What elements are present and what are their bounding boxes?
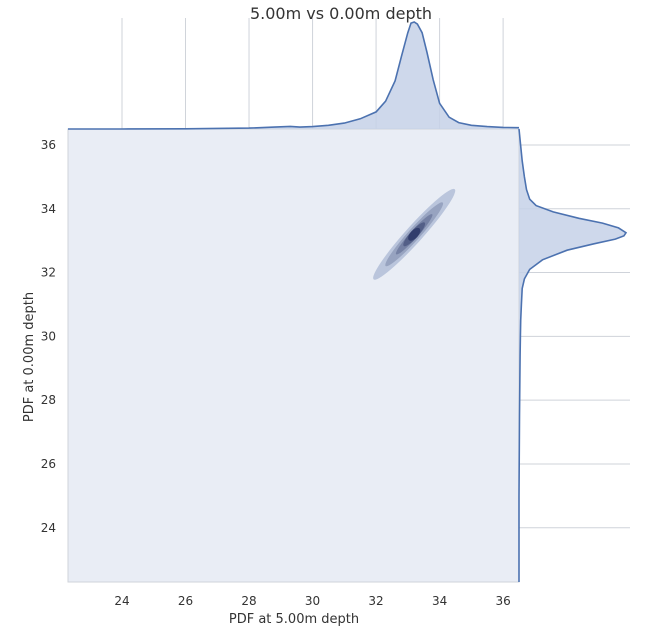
y-tick-label: 26 bbox=[41, 457, 56, 471]
y-axis-label: PDF at 0.00m depth bbox=[22, 292, 37, 422]
top-marginal-kde-fill bbox=[68, 22, 519, 129]
y-tick-label: 34 bbox=[41, 202, 56, 216]
x-tick-label: 30 bbox=[305, 594, 320, 608]
x-tick-label: 34 bbox=[432, 594, 447, 608]
right-marginal-grid bbox=[519, 144, 630, 529]
x-tick-label: 36 bbox=[495, 594, 510, 608]
chart-title: 5.00m vs 0.00m depth bbox=[250, 4, 432, 23]
x-axis-ticks: 24 26 28 30 32 34 36 bbox=[114, 594, 510, 608]
y-tick-label: 36 bbox=[41, 138, 56, 152]
y-tick-label: 24 bbox=[41, 521, 56, 535]
right-marginal-kde-line bbox=[518, 128, 628, 582]
kde-contour-level-5 bbox=[408, 227, 421, 241]
y-axis-ticks: 24 26 28 30 32 34 36 bbox=[41, 138, 56, 535]
top-marginal-grid bbox=[121, 18, 504, 129]
x-tick-label: 32 bbox=[368, 594, 383, 608]
right-marginal-kde-fill bbox=[519, 129, 626, 582]
y-tick-label: 28 bbox=[41, 393, 56, 407]
joint-kde-contours bbox=[373, 188, 456, 280]
x-tick-label: 28 bbox=[241, 594, 256, 608]
y-tick-label: 30 bbox=[41, 329, 56, 343]
x-tick-label: 26 bbox=[178, 594, 193, 608]
x-axis-label: PDF at 5.00m depth bbox=[229, 612, 359, 627]
top-marginal-kde-line bbox=[68, 21, 520, 130]
y-tick-label: 32 bbox=[41, 266, 56, 280]
x-tick-label: 24 bbox=[114, 594, 129, 608]
